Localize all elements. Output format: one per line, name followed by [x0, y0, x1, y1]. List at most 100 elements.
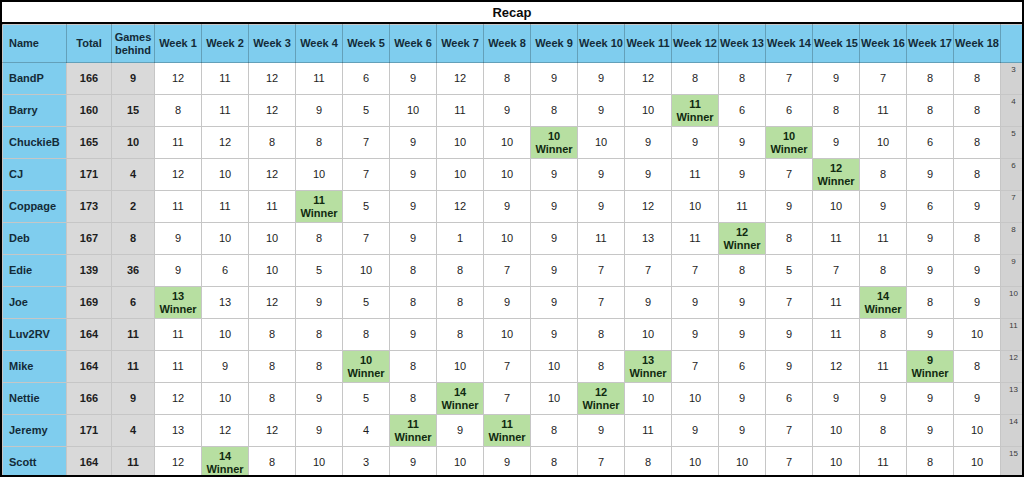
week-cell-8[interactable]: 10	[484, 127, 531, 159]
week-cell-15[interactable]: 11	[813, 319, 860, 351]
player-name-cell[interactable]: Joe	[3, 287, 67, 319]
week-cell-12[interactable]: 10	[672, 383, 719, 415]
week-cell-15[interactable]: 11	[813, 223, 860, 255]
week-cell-1[interactable]: 12	[155, 383, 202, 415]
total-cell[interactable]: 164	[67, 447, 112, 477]
week-cell-4[interactable]: 11	[296, 63, 343, 95]
week-cell-13[interactable]: 8	[719, 63, 766, 95]
winner-cell-week-5[interactable]: 10Winner	[343, 351, 390, 383]
week-cell-13[interactable]: 6	[719, 351, 766, 383]
week-cell-12[interactable]: 11	[672, 223, 719, 255]
games-behind-cell[interactable]: 11	[112, 319, 155, 351]
week-cell-5[interactable]: 5	[343, 287, 390, 319]
week-cell-6[interactable]: 9	[390, 127, 437, 159]
week-cell-3[interactable]: 8	[249, 447, 296, 477]
week-cell-9[interactable]: 9	[531, 287, 578, 319]
week-cell-18[interactable]: 9	[954, 287, 1001, 319]
week-cell-16[interactable]: 9	[860, 383, 907, 415]
week-cell-5[interactable]: 7	[343, 223, 390, 255]
week-cell-16[interactable]: 11	[860, 447, 907, 477]
games-behind-cell[interactable]: 2	[112, 191, 155, 223]
week-cell-7[interactable]: 10	[437, 351, 484, 383]
week-cell-15[interactable]: 12	[813, 351, 860, 383]
week-cell-17[interactable]: 8	[907, 447, 954, 477]
week-cell-5[interactable]: 5	[343, 383, 390, 415]
winner-cell-week-7[interactable]: 14Winner	[437, 383, 484, 415]
week-cell-6[interactable]: 8	[390, 383, 437, 415]
week-cell-15[interactable]: 8	[813, 95, 860, 127]
week-cell-5[interactable]: 5	[343, 191, 390, 223]
week-cell-16[interactable]: 8	[860, 159, 907, 191]
games-behind-cell[interactable]: 9	[112, 383, 155, 415]
player-name-cell[interactable]: Nettie	[3, 383, 67, 415]
week-cell-2[interactable]: 10	[202, 383, 249, 415]
week-cell-10[interactable]: 8	[578, 351, 625, 383]
week-cell-10[interactable]: 7	[578, 255, 625, 287]
week-cell-1[interactable]: 9	[155, 255, 202, 287]
week-cell-14[interactable]: 8	[766, 223, 813, 255]
winner-cell-week-4[interactable]: 11Winner	[296, 191, 343, 223]
week-cell-18[interactable]: 8	[954, 223, 1001, 255]
week-cell-4[interactable]: 9	[296, 95, 343, 127]
week-cell-12[interactable]: 9	[672, 287, 719, 319]
week-cell-1[interactable]: 11	[155, 191, 202, 223]
week-cell-11[interactable]: 12	[625, 63, 672, 95]
row-number-cell[interactable]: 11	[1001, 319, 1024, 351]
week-cell-6[interactable]: 10	[390, 95, 437, 127]
winner-cell-week-11[interactable]: 13Winner	[625, 351, 672, 383]
week-cell-16[interactable]: 9	[860, 191, 907, 223]
total-cell[interactable]: 171	[67, 159, 112, 191]
week-cell-13[interactable]: 9	[719, 415, 766, 447]
week-cell-6[interactable]: 8	[390, 255, 437, 287]
week-cell-14[interactable]: 6	[766, 383, 813, 415]
winner-cell-week-12[interactable]: 11Winner	[672, 95, 719, 127]
week-cell-14[interactable]: 9	[766, 351, 813, 383]
week-cell-16[interactable]: 8	[860, 319, 907, 351]
winner-cell-week-14[interactable]: 10Winner	[766, 127, 813, 159]
week-cell-17[interactable]: 9	[907, 319, 954, 351]
total-cell[interactable]: 166	[67, 63, 112, 95]
week-cell-16[interactable]: 11	[860, 351, 907, 383]
week-cell-2[interactable]: 10	[202, 319, 249, 351]
week-cell-12[interactable]: 7	[672, 351, 719, 383]
row-number-cell[interactable]: 12	[1001, 351, 1024, 383]
week-cell-11[interactable]: 10	[625, 319, 672, 351]
week-cell-17[interactable]: 6	[907, 127, 954, 159]
week-cell-14[interactable]: 6	[766, 95, 813, 127]
week-cell-3[interactable]: 10	[249, 255, 296, 287]
week-cell-4[interactable]: 9	[296, 287, 343, 319]
week-cell-2[interactable]: 12	[202, 127, 249, 159]
row-number-cell[interactable]: 5	[1001, 127, 1024, 159]
row-number-cell[interactable]: 6	[1001, 159, 1024, 191]
week-cell-9[interactable]: 9	[531, 319, 578, 351]
week-cell-1[interactable]: 11	[155, 319, 202, 351]
week-cell-8[interactable]: 9	[484, 447, 531, 477]
week-cell-10[interactable]: 8	[578, 319, 625, 351]
week-cell-9[interactable]: 10	[531, 383, 578, 415]
week-cell-3[interactable]: 11	[249, 191, 296, 223]
week-cell-9[interactable]: 8	[531, 415, 578, 447]
week-cell-10[interactable]: 9	[578, 415, 625, 447]
week-cell-3[interactable]: 10	[249, 223, 296, 255]
games-behind-cell[interactable]: 15	[112, 95, 155, 127]
week-cell-7[interactable]: 10	[437, 447, 484, 477]
week-cell-8[interactable]: 10	[484, 223, 531, 255]
total-cell[interactable]: 139	[67, 255, 112, 287]
week-cell-17[interactable]: 9	[907, 159, 954, 191]
row-number-cell[interactable]: 9	[1001, 255, 1024, 287]
week-cell-14[interactable]: 7	[766, 63, 813, 95]
player-name-cell[interactable]: Scott	[3, 447, 67, 477]
week-cell-9[interactable]: 9	[531, 159, 578, 191]
week-cell-15[interactable]: 9	[813, 63, 860, 95]
games-behind-cell[interactable]: 36	[112, 255, 155, 287]
week-cell-11[interactable]: 13	[625, 223, 672, 255]
week-cell-7[interactable]: 10	[437, 159, 484, 191]
total-cell[interactable]: 167	[67, 223, 112, 255]
week-cell-13[interactable]: 11	[719, 191, 766, 223]
week-cell-5[interactable]: 10	[343, 255, 390, 287]
week-cell-17[interactable]: 8	[907, 63, 954, 95]
week-cell-12[interactable]: 9	[672, 127, 719, 159]
week-cell-3[interactable]: 8	[249, 127, 296, 159]
week-cell-4[interactable]: 8	[296, 127, 343, 159]
week-cell-5[interactable]: 5	[343, 95, 390, 127]
